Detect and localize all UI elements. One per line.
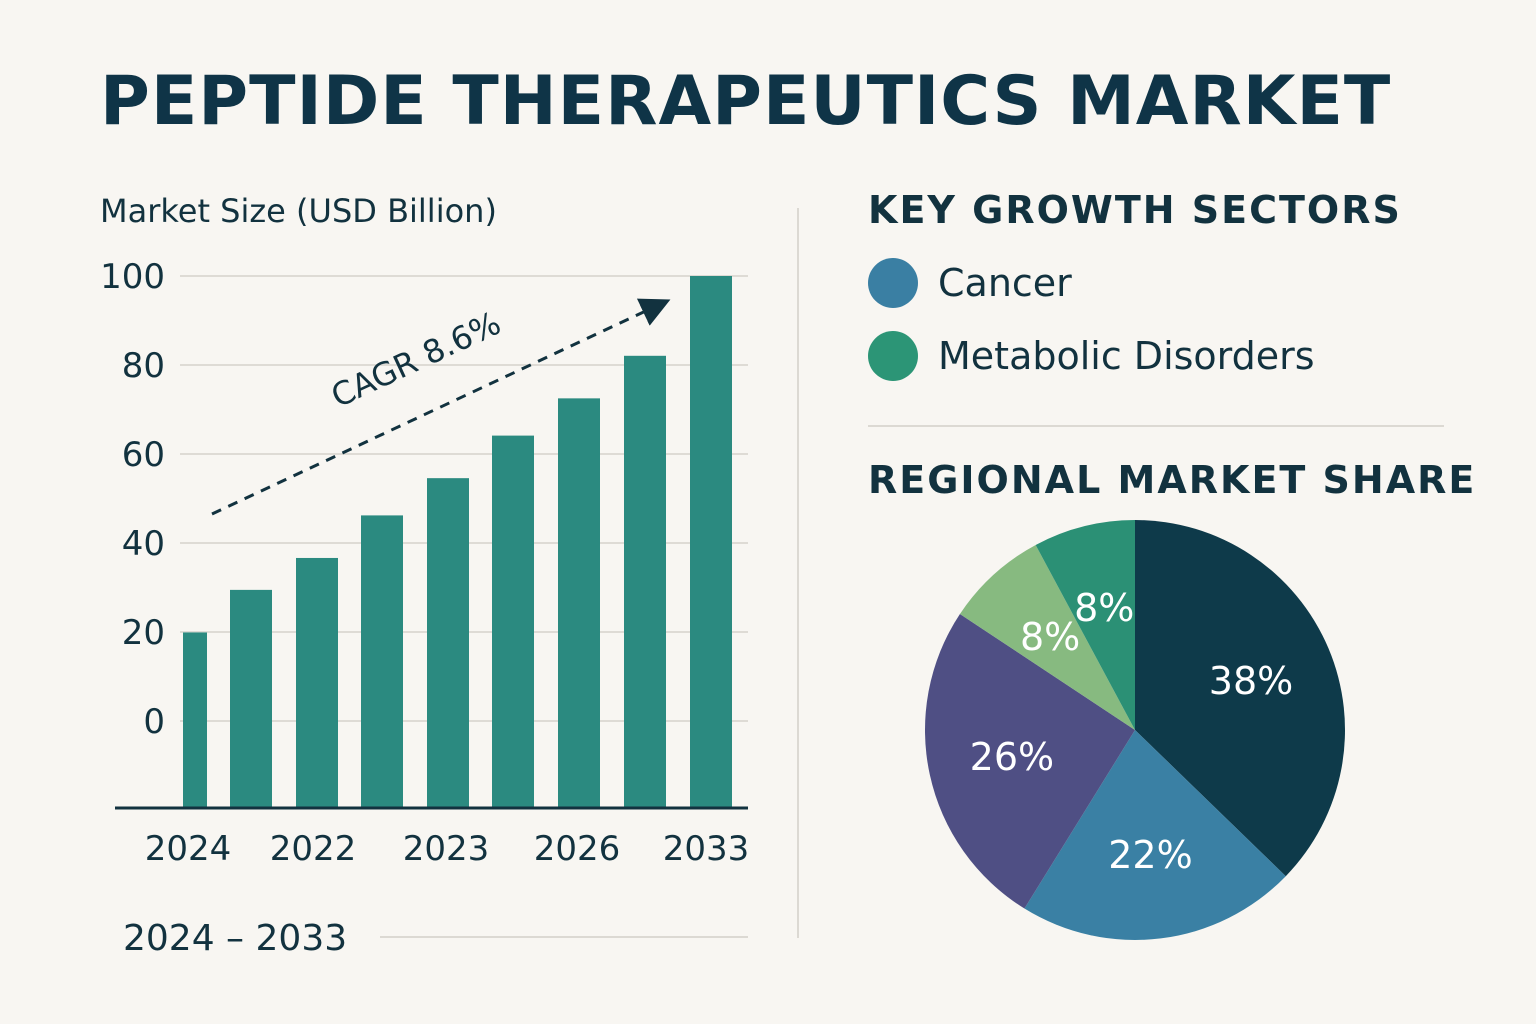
bar [624,355,666,808]
y-tick-label: 80 [122,346,165,386]
bar [558,398,600,808]
regional-heading: REGIONAL MARKET SHARE [868,458,1477,502]
y-tick-label: 60 [122,435,165,475]
pie-slice [959,544,1135,730]
cancer-swatch [868,258,918,308]
bar [492,435,534,808]
pie-slice-label: 8% [1074,586,1134,630]
pie-slice [1135,520,1345,877]
legend-label-cancer: Cancer [938,261,1072,305]
bar [690,276,732,808]
x-tick-label: 2024 [145,829,232,869]
x-tick-label: 2033 [663,829,750,869]
y-tick-label: 20 [122,613,165,653]
x-tick-label: 2023 [403,829,490,869]
x-tick-label: 2022 [270,829,357,869]
regional-pie-chart: 38% 22% 26% 8%8% [925,520,1345,940]
bar [296,557,338,808]
bar [361,515,403,808]
bar [183,632,207,808]
pie-slice [1024,730,1286,940]
metabolic-swatch [868,331,918,381]
period-label: 2024 – 2033 [123,918,347,959]
y-tick-label: 0 [143,702,165,742]
pie-slice-label: 38% [1209,659,1293,703]
legend-item-cancer: Cancer [868,258,1072,308]
vertical-divider [797,208,799,938]
bar [427,478,469,808]
key-growth-heading: KEY GROWTH SECTORS [868,188,1402,232]
cagr-annotation: CAGR 8.6% [325,304,506,415]
legend-label-metabolic: Metabolic Disorders [938,334,1315,378]
legend-item-metabolic: Metabolic Disorders [868,331,1315,381]
y-axis-label: Market Size (USD Billion) [100,192,497,230]
pie-slice [925,614,1135,909]
cagr-trend-arrow [211,298,671,516]
y-tick-label: 40 [122,524,165,564]
pie-slice-label: 22% [1108,833,1192,877]
x-tick-label: 2026 [534,829,621,869]
pie-slice-label: 8% [1020,615,1080,659]
market-size-bar-chart: 100 80 60 40 20 0 2024 2022 2023 2026 2033 Market… [100,192,750,959]
bar [230,589,272,808]
horizontal-divider [868,425,1444,427]
page-title: PEPTIDE THERAPEUTICS MARKET [100,62,1392,141]
pie-slice [1035,520,1135,730]
y-tick-label: 100 [100,257,165,297]
pie-slice-label: 26% [970,735,1054,779]
